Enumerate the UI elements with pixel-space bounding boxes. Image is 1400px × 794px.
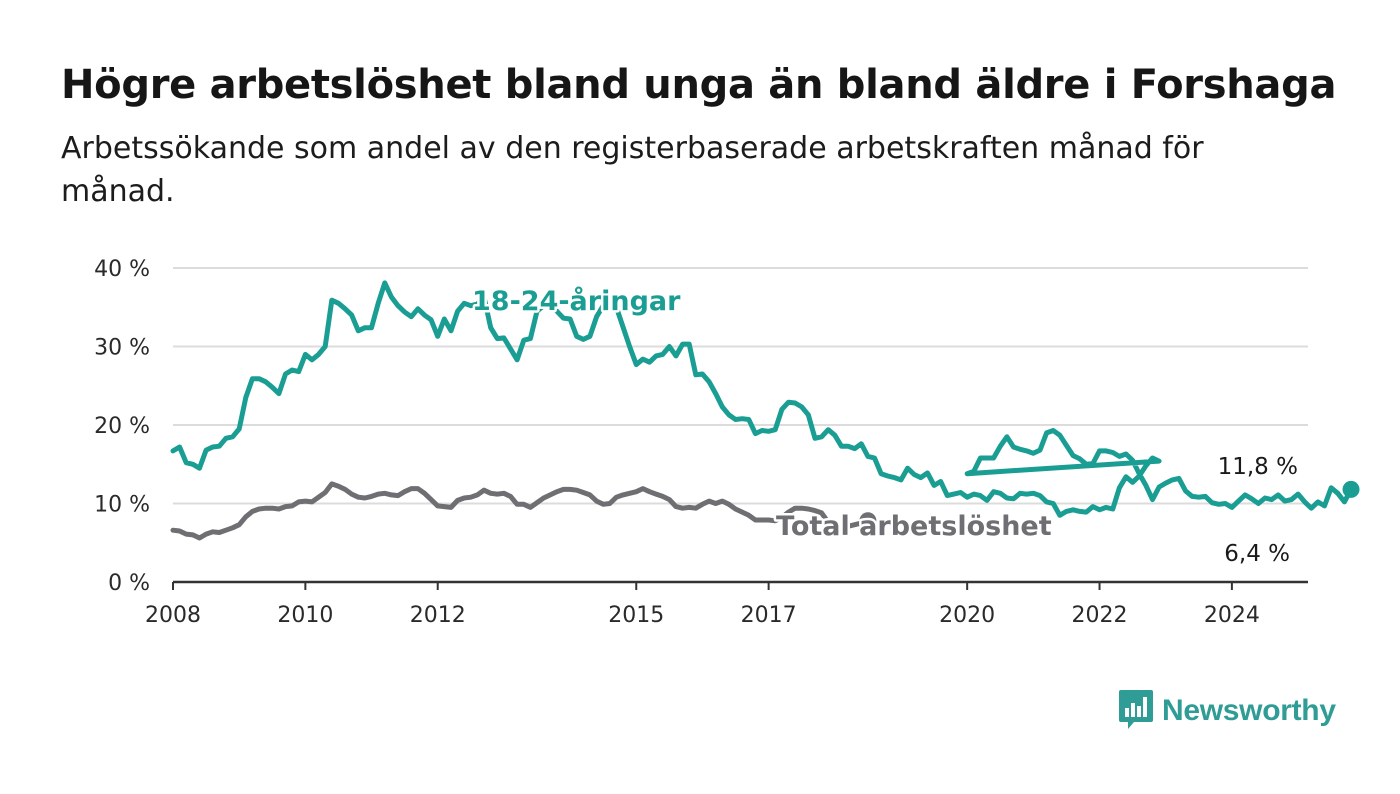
y-tick-label: 10 %	[94, 493, 150, 518]
x-tick-label: 2022	[1072, 603, 1128, 628]
x-tick-label: 2010	[277, 603, 333, 628]
y-tick-label: 40 %	[94, 257, 150, 282]
end-value-label-total: 6,4 %	[1224, 541, 1290, 567]
series-lines	[170, 280, 1360, 541]
end-value-label-youth: 11,8 %	[1218, 454, 1298, 480]
brand-name: Newsworthy	[1162, 694, 1336, 727]
y-axis-tick-labels: 0 % 10 % 20 % 30 % 40 %	[94, 257, 150, 596]
x-axis-tick-labels: 2008 2010 2012 2015 2017 2020 2022 2024	[145, 582, 1260, 628]
series-line-total	[170, 481, 871, 541]
chart-title: Högre arbetslöshet bland unga än bland ä…	[61, 62, 1337, 108]
gridlines	[173, 267, 1308, 505]
x-tick-label: 2024	[1204, 603, 1260, 628]
y-tick-label: 30 %	[94, 336, 150, 361]
x-tick-label: 2020	[939, 603, 995, 628]
series-line-youth	[170, 280, 1354, 518]
x-tick-label: 2017	[741, 603, 797, 628]
y-tick-label: 20 %	[94, 414, 150, 439]
series-label-total: Total arbetslöshet	[776, 511, 1052, 542]
series-labels: 18-24-åringar Total arbetslöshet 11,8 % …	[470, 283, 1299, 568]
y-tick-label: 0 %	[108, 571, 150, 596]
series-endpoint-total	[859, 512, 877, 530]
x-tick-label: 2008	[145, 603, 201, 628]
chart-subtitle: Arbetssökande som andel av den registerb…	[61, 131, 1204, 209]
newsworthy-logo-icon	[1118, 688, 1154, 734]
series-label-youth: 18-24-åringar	[472, 285, 681, 317]
x-tick-label: 2012	[410, 603, 466, 628]
series-endpoint-youth	[1342, 480, 1360, 498]
x-tick-label: 2015	[608, 603, 664, 628]
brand-logo: Newsworthy	[1118, 690, 1336, 732]
